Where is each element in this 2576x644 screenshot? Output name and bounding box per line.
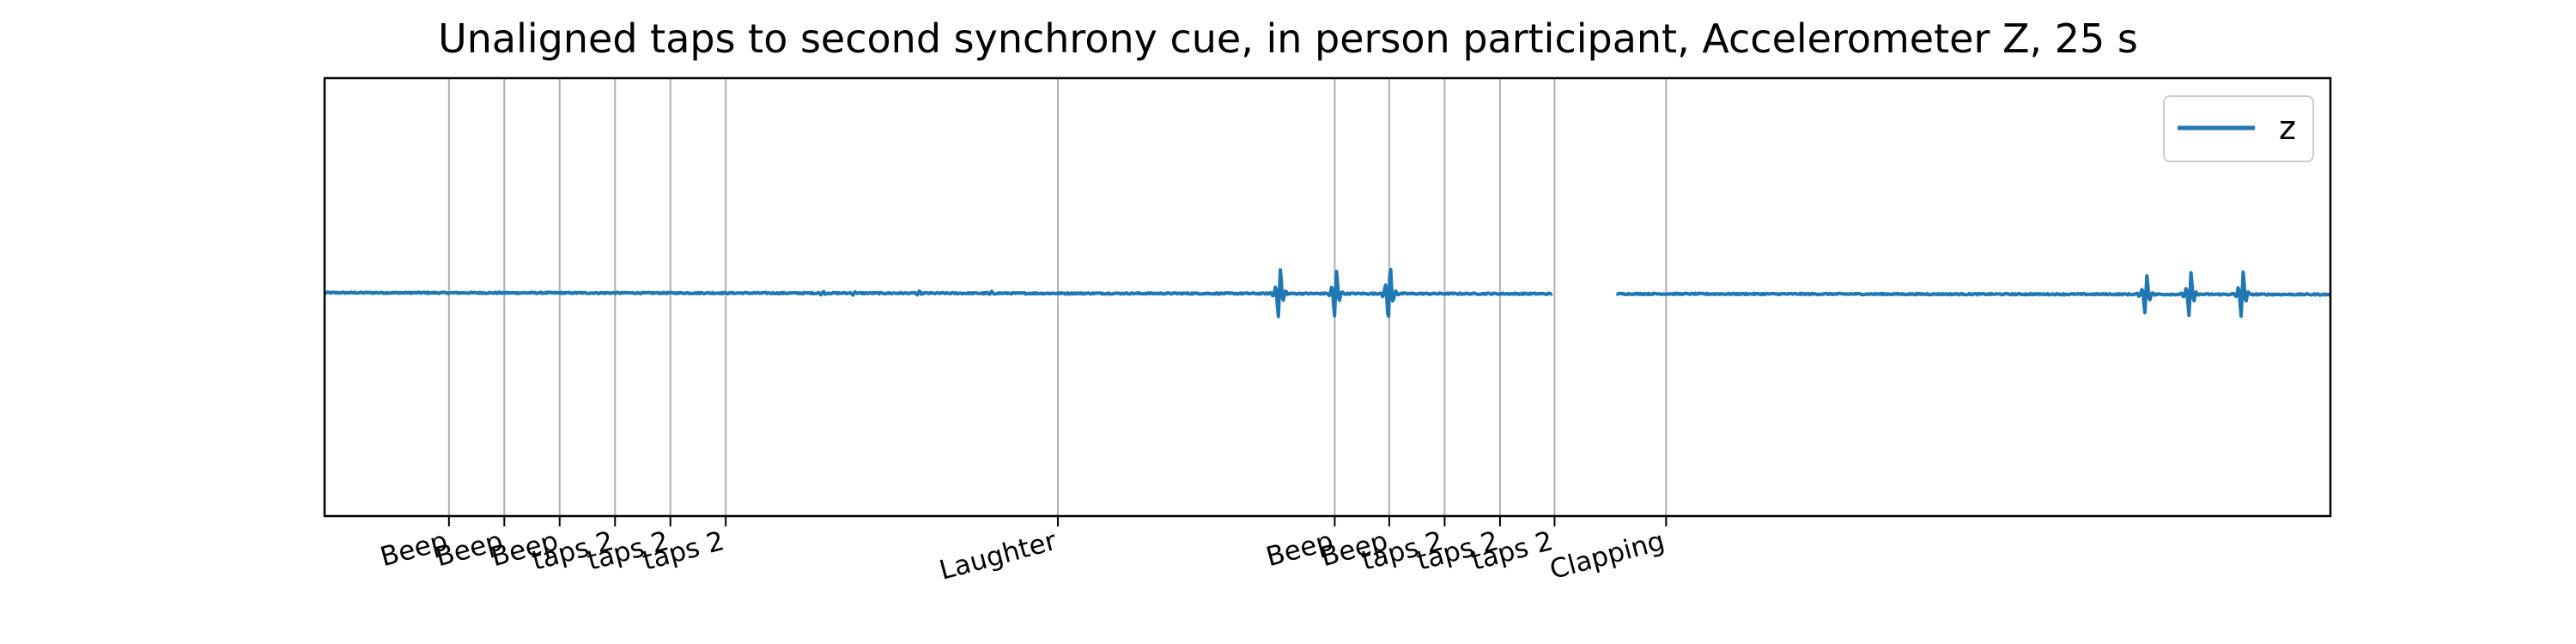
chart-title: Unaligned taps to second synchrony cue, … [438,15,2138,62]
series-layer [324,267,2332,319]
legend-label-z: z [2279,109,2296,147]
grid-layer [447,78,1668,516]
series-z-segment-1 [1615,270,2332,319]
tick-label-12: Clapping [1546,526,1668,586]
legend: z [2163,95,2314,162]
plot-frame [323,76,2332,518]
series-z-segment-0 [324,267,1553,319]
tick-label-6: Laughter [936,526,1060,586]
